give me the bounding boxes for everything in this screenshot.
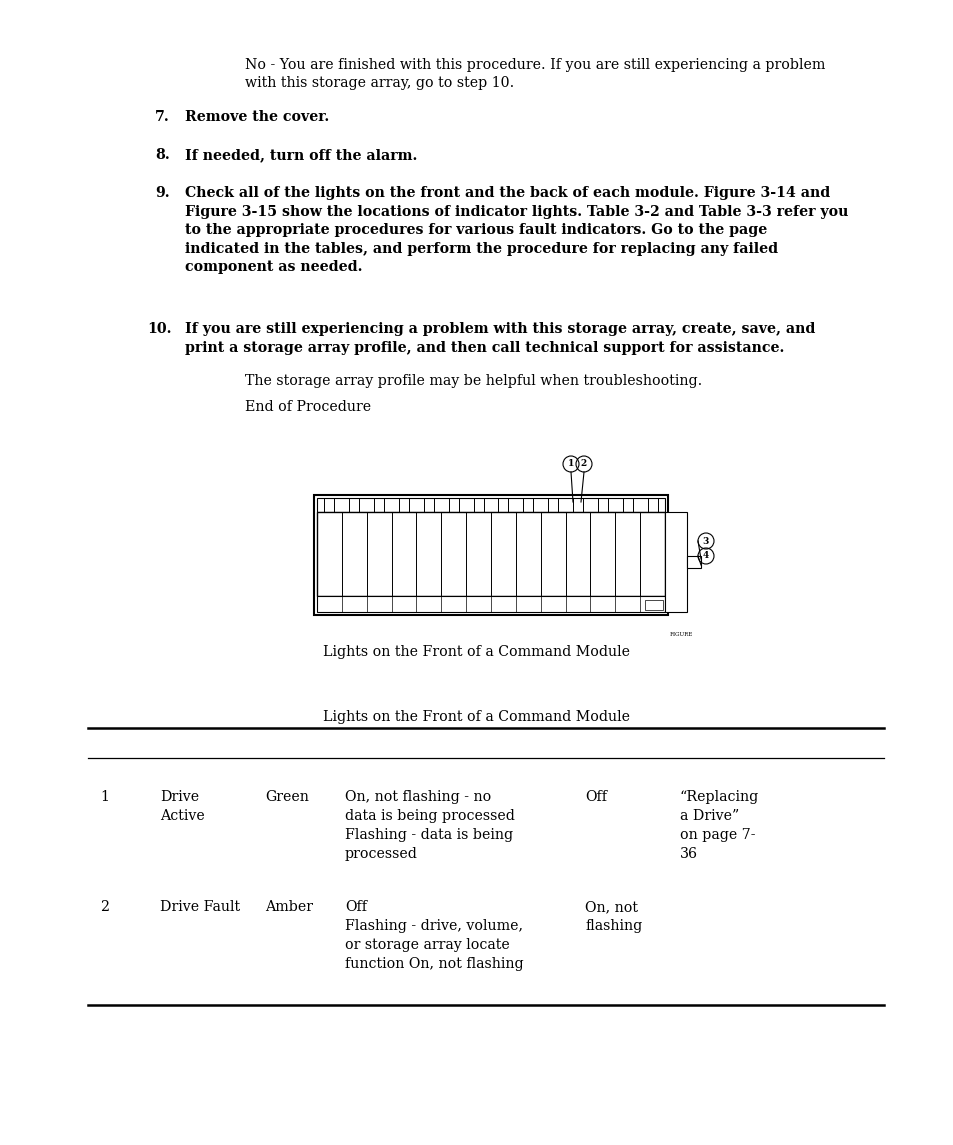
Text: Off
Flashing - drive, volume,
or storage array locate
function On, not flashing: Off Flashing - drive, volume, or storage… bbox=[345, 900, 523, 971]
Text: 7.: 7. bbox=[154, 110, 170, 124]
Text: Off: Off bbox=[584, 790, 606, 804]
Text: “Replacing
a Drive”
on page 7-
36: “Replacing a Drive” on page 7- 36 bbox=[679, 790, 759, 861]
Text: On, not flashing - no
data is being processed
Flashing - data is being
processed: On, not flashing - no data is being proc… bbox=[345, 790, 515, 861]
Text: End of Procedure: End of Procedure bbox=[245, 400, 371, 414]
Text: Check all of the lights on the front and the back of each module. Figure 3-14 an: Check all of the lights on the front and… bbox=[185, 185, 847, 275]
Text: The storage array profile may be helpful when troubleshooting.: The storage array profile may be helpful… bbox=[245, 374, 701, 388]
Text: 1: 1 bbox=[100, 790, 109, 804]
Text: Remove the cover.: Remove the cover. bbox=[185, 110, 329, 124]
Bar bbox=[316, 512, 664, 597]
Text: If needed, turn off the alarm.: If needed, turn off the alarm. bbox=[185, 148, 417, 161]
Text: 1: 1 bbox=[567, 459, 574, 468]
Text: If you are still experiencing a problem with this storage array, create, save, a: If you are still experiencing a problem … bbox=[185, 322, 815, 355]
Text: Drive
Active: Drive Active bbox=[160, 790, 205, 823]
Text: Lights on the Front of a Command Module: Lights on the Front of a Command Module bbox=[323, 710, 630, 724]
Text: No - You are finished with this procedure. If you are still experiencing a probl: No - You are finished with this procedur… bbox=[245, 58, 824, 72]
Bar bbox=[316, 498, 664, 512]
Text: 2: 2 bbox=[100, 900, 109, 914]
Text: 8.: 8. bbox=[154, 148, 170, 161]
Text: Lights on the Front of a Command Module: Lights on the Front of a Command Module bbox=[323, 645, 630, 660]
Bar bbox=[314, 495, 667, 615]
Text: 10.: 10. bbox=[147, 322, 172, 335]
Bar bbox=[686, 556, 700, 568]
Text: 9.: 9. bbox=[154, 185, 170, 200]
Text: On, not
flashing: On, not flashing bbox=[584, 900, 641, 933]
Text: 3: 3 bbox=[702, 537, 708, 545]
Bar bbox=[316, 597, 664, 611]
Bar bbox=[644, 600, 662, 610]
Text: Amber: Amber bbox=[265, 900, 313, 914]
Bar bbox=[664, 512, 686, 611]
Text: Green: Green bbox=[265, 790, 309, 804]
Text: Drive Fault: Drive Fault bbox=[160, 900, 240, 914]
Text: 2: 2 bbox=[580, 459, 586, 468]
Text: FIGURE: FIGURE bbox=[669, 632, 693, 637]
Text: with this storage array, go to step 10.: with this storage array, go to step 10. bbox=[245, 76, 514, 90]
Text: 4: 4 bbox=[702, 552, 708, 561]
